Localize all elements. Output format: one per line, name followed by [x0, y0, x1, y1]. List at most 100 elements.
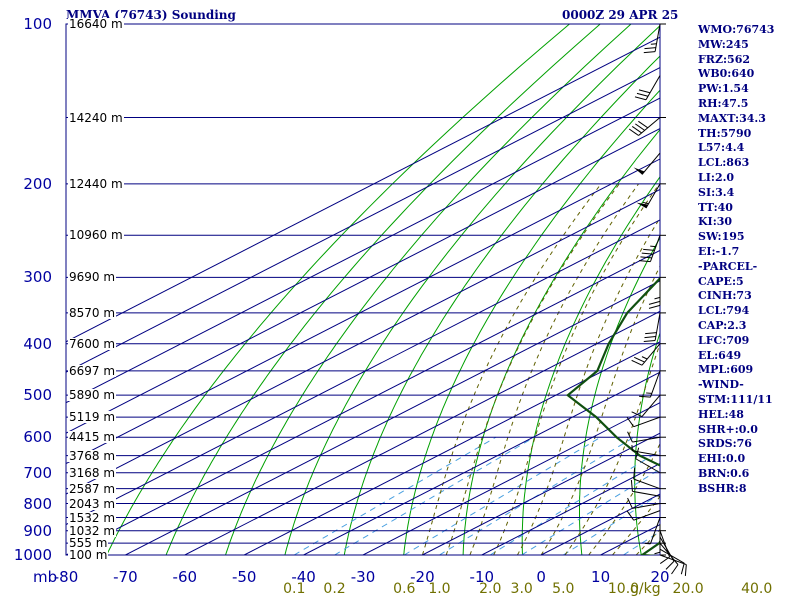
mixing-ratio-line — [293, 436, 497, 555]
index-item: L57:4.4 — [698, 141, 745, 155]
isotherm-line — [66, 97, 660, 404]
wind-barb — [644, 517, 661, 545]
sounding-indices-panel: WMO:76743 MW:245 FRZ:562 WB0:640 PW:1.54 RH:4… — [698, 23, 774, 497]
mixing-ratio-tick-label: 10.0 — [607, 581, 640, 597]
dry-adiabat-line — [579, 236, 660, 555]
wind-barb — [633, 467, 661, 490]
mixing-ratio-tick-label: 20.0 — [672, 581, 704, 597]
height-label: 555 m — [68, 536, 109, 551]
index-item: EI:-1.7 — [698, 244, 740, 258]
wind-barb — [633, 152, 661, 175]
wind-barb — [639, 235, 661, 263]
moist-adiabat-line — [612, 495, 660, 555]
index-item: SI:3.4 — [698, 185, 735, 199]
wind-barb — [626, 510, 661, 521]
index-item: STM:111/11 — [698, 392, 773, 406]
pressure-tick-label: 700 — [23, 463, 52, 482]
pressure-unit-label: mb — [33, 568, 58, 586]
height-label: 5890 m — [68, 388, 117, 403]
dry-adiabat-line — [224, 24, 632, 555]
index-item: WB0:640 — [698, 67, 755, 81]
index-item: CAPE:5 — [698, 274, 744, 288]
pressure-tick-label: 800 — [23, 494, 52, 513]
index-item: TT:40 — [698, 200, 733, 214]
isotherm-line — [66, 219, 660, 526]
isotherm-line — [303, 371, 660, 555]
moist-adiabat-line — [493, 183, 660, 555]
mixing-ratio-tick-label: 0.6 — [393, 581, 416, 597]
index-item: BSHR:8 — [698, 481, 747, 495]
wind-barb — [639, 370, 661, 398]
height-label: 4415 m — [68, 430, 117, 445]
temperature-tick-label: 0 — [536, 568, 546, 586]
height-label: 9690 m — [68, 270, 117, 285]
index-item: SHR+:0.0 — [698, 422, 758, 436]
sounding-datetime: 0000Z 29 APR 25 — [562, 8, 679, 22]
index-item: -WIND- — [698, 378, 744, 392]
wind-barb — [631, 445, 661, 457]
index-item: HEL:48 — [698, 407, 744, 421]
height-label: 12440 m — [68, 176, 124, 191]
index-item: PW:1.54 — [698, 82, 749, 96]
temperature-tick-label: 20 — [650, 568, 670, 586]
temperature-tick-label: -60 — [172, 568, 198, 586]
mixing-ratio-tick-label: 3.0 — [510, 581, 533, 597]
index-item: BRN:0.6 — [698, 466, 750, 480]
temperature-tick-label: 10 — [591, 568, 611, 586]
mixing-ratio-tick-label: 1.0 — [428, 581, 451, 597]
temperature-tick-label: -20 — [410, 568, 435, 586]
pressure-tick-label: 400 — [23, 334, 52, 353]
height-label: 5119 m — [68, 410, 117, 425]
index-item: MPL:609 — [698, 363, 754, 377]
dry-adiabat-line — [106, 24, 571, 555]
wind-barb — [635, 447, 661, 474]
wind-barb — [648, 277, 661, 309]
height-label: 14240 m — [68, 110, 124, 125]
moist-adiabat-line — [421, 183, 602, 555]
wind-barb — [659, 542, 679, 575]
isotherm-line — [362, 402, 660, 555]
wind-barb — [643, 312, 661, 343]
isotherm-line — [125, 280, 660, 555]
temperature-tick-label: -40 — [291, 568, 316, 586]
dry-adiabat-line — [403, 89, 660, 555]
moist-adiabat-line — [540, 265, 660, 555]
isotherm-line — [66, 249, 660, 555]
mixing-ratio-tick-label: 5.0 — [552, 581, 575, 597]
wind-barb — [636, 183, 661, 209]
sounding-profiles — [566, 276, 660, 555]
index-item: TH:5790 — [698, 126, 752, 140]
wind-barb — [659, 530, 671, 565]
index-item: EHI:0.0 — [698, 452, 746, 466]
dewpoint-profile — [566, 276, 660, 555]
pressure-tick-label: 300 — [23, 268, 52, 287]
index-item: LCL:794 — [698, 304, 750, 318]
moist-adiabat-line — [588, 442, 660, 555]
mixing-ratio-tick-label: 0.2 — [323, 581, 346, 597]
index-item: CAP:2.3 — [698, 318, 747, 332]
wind-barbs — [626, 23, 687, 576]
wind-barb — [627, 497, 661, 509]
dry-adiabats — [106, 0, 800, 566]
index-item: FRZ:562 — [698, 52, 751, 66]
pressure-tick-label: 900 — [23, 521, 52, 540]
isobars — [65, 23, 666, 556]
index-item: EL:649 — [698, 348, 742, 362]
moist-adiabat-line — [779, 184, 800, 555]
plot-frame — [65, 23, 661, 556]
index-item: LFC:709 — [698, 333, 750, 347]
wind-barb — [626, 416, 661, 428]
height-label: 10960 m — [68, 228, 124, 243]
index-item: SW:195 — [698, 230, 745, 244]
isotherm-line — [422, 432, 660, 555]
wind-barb — [630, 479, 661, 497]
pressure-tick-label: 100 — [23, 15, 52, 33]
dry-adiabat-line — [790, 0, 800, 566]
wind-barb — [643, 23, 661, 54]
isotherm-line — [779, 24, 800, 555]
mixing-ratio-tick-label: 40.0 — [741, 581, 773, 597]
height-label: 1532 m — [68, 510, 117, 525]
mixing-ratio-line — [489, 450, 660, 555]
pressure-tick-label: 1000 — [13, 546, 52, 564]
wind-barb — [627, 431, 661, 443]
